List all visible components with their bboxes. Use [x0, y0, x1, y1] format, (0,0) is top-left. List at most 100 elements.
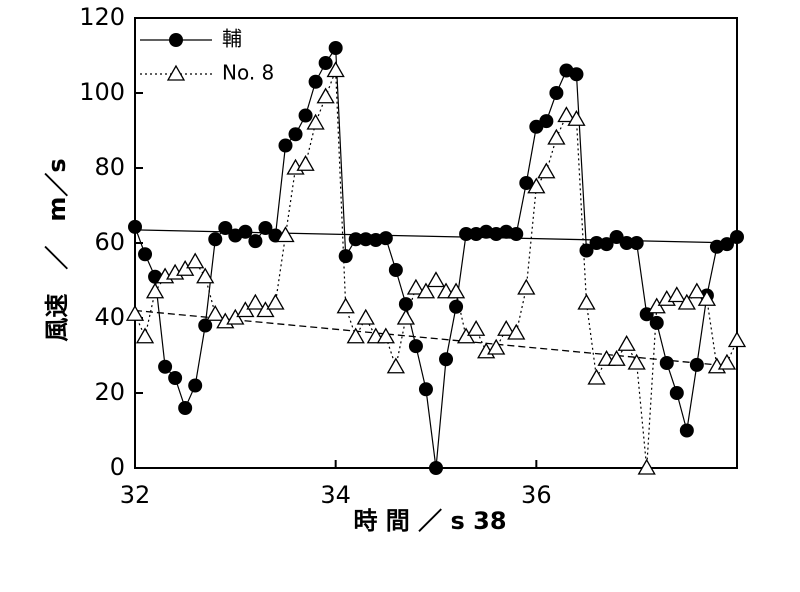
point [629, 236, 644, 250]
point [549, 86, 564, 100]
point [426, 271, 446, 288]
y-axis-label: 風速 ／ m／s [43, 158, 71, 341]
point [730, 230, 744, 244]
point [188, 378, 203, 393]
point [306, 113, 325, 130]
y-tick-label: 80 [94, 153, 125, 181]
point [689, 357, 704, 372]
point [547, 128, 566, 145]
point [537, 162, 556, 179]
x-tick-label: 36 [521, 481, 552, 509]
point [569, 67, 584, 82]
legend-marker [169, 33, 183, 47]
point [599, 237, 614, 252]
point [178, 401, 193, 415]
point [619, 236, 634, 250]
x-tick-label: 34 [320, 481, 351, 509]
point [637, 458, 656, 475]
point [418, 382, 433, 397]
point [138, 247, 153, 262]
point [376, 327, 395, 344]
point [408, 339, 423, 354]
point [507, 323, 526, 340]
point [577, 293, 596, 310]
point [557, 106, 576, 123]
point [278, 138, 293, 153]
point [358, 232, 373, 247]
point [416, 282, 436, 299]
point [649, 315, 664, 330]
point [346, 327, 365, 344]
point [288, 127, 303, 142]
point [617, 334, 636, 351]
legend-label: No. 8 [222, 61, 274, 85]
point [135, 327, 155, 344]
point [667, 286, 686, 303]
point [326, 61, 345, 78]
y-tick-label: 0 [110, 453, 125, 481]
point [587, 368, 606, 385]
point [627, 353, 646, 370]
point [459, 227, 474, 241]
point [298, 108, 313, 123]
point [158, 359, 173, 374]
point [348, 232, 363, 247]
point [727, 331, 747, 348]
point [446, 282, 466, 299]
y-tick-label: 40 [94, 303, 125, 331]
y-tick-label: 120 [79, 3, 125, 31]
point [539, 114, 554, 129]
point [218, 221, 233, 235]
point [659, 356, 674, 370]
point [386, 357, 405, 374]
point [318, 56, 333, 70]
point [439, 352, 454, 367]
point [238, 224, 253, 239]
point [246, 293, 265, 310]
point [669, 386, 684, 400]
point [497, 319, 516, 336]
point [487, 338, 506, 355]
point [208, 232, 223, 247]
y-tick-label: 60 [94, 228, 125, 256]
point [449, 299, 464, 314]
point [607, 349, 626, 366]
point [328, 41, 343, 55]
plot-frame [134, 17, 738, 469]
point [677, 293, 696, 310]
point [338, 249, 353, 264]
point [266, 293, 285, 310]
x-tick-label: 32 [120, 481, 151, 509]
point [378, 231, 393, 246]
point [398, 297, 413, 312]
point [316, 87, 335, 104]
point [509, 227, 524, 241]
point [697, 289, 717, 306]
point [388, 263, 403, 277]
legend-label: 輔 [222, 27, 242, 51]
point [168, 371, 183, 385]
point [196, 267, 215, 284]
point [128, 219, 142, 234]
point [679, 423, 694, 438]
point [296, 154, 315, 171]
point [308, 74, 323, 89]
point [248, 234, 263, 249]
point [186, 252, 205, 269]
point [719, 237, 734, 252]
point [336, 297, 355, 314]
point [467, 319, 486, 336]
point [527, 177, 546, 194]
legend-marker [166, 64, 186, 81]
point [198, 318, 213, 333]
x-axis-label: 時 間 ／ s 38 [353, 507, 506, 535]
point [125, 304, 145, 321]
point [579, 243, 594, 258]
series-line [134, 70, 738, 469]
y-tick-label: 100 [79, 78, 125, 106]
point [396, 308, 416, 325]
point [258, 221, 273, 235]
y-tick-label: 20 [94, 378, 125, 406]
point [519, 176, 534, 190]
